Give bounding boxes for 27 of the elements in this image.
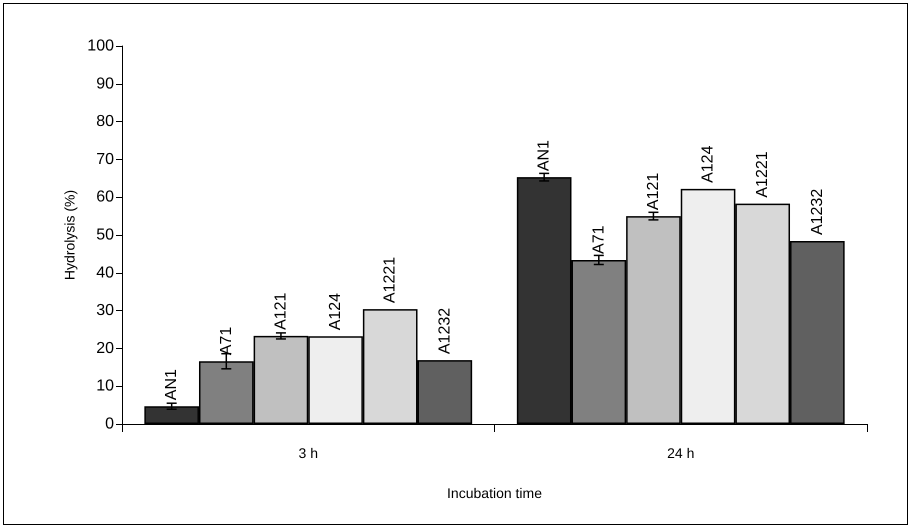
- y-tick-label: 90: [96, 75, 114, 92]
- text: A124: [327, 292, 344, 330]
- text: A1232: [808, 188, 826, 236]
- y-tick-label: 60: [96, 188, 114, 206]
- y-tick-label: 70: [96, 150, 114, 168]
- y-tick-label: 40: [96, 264, 114, 282]
- text: AN1: [163, 369, 180, 400]
- text: A71: [590, 225, 608, 254]
- text: A1232: [436, 308, 454, 354]
- y-tick-label: 10: [96, 378, 114, 395]
- text: A1221: [382, 256, 399, 304]
- y-tick-label: 30: [96, 302, 114, 320]
- y-tick-label: 20: [96, 340, 114, 357]
- x-tick-label: 3 h: [298, 445, 318, 461]
- x-axis-title: Incubation time: [447, 485, 542, 501]
- y-tick-label: 50: [96, 226, 114, 244]
- x-tick-label: 24 h: [667, 445, 694, 461]
- text: A71: [218, 326, 235, 356]
- text: A124: [700, 146, 717, 183]
- text: A121: [644, 172, 662, 210]
- text: AN1: [536, 140, 553, 172]
- text: A121: [272, 292, 290, 330]
- y-tick-label: 0: [105, 416, 114, 432]
- y-tick-label: 100: [87, 38, 114, 54]
- text: A1221: [754, 151, 772, 198]
- y-tick-label: 80: [96, 113, 114, 130]
- y-axis-title: Hydrolysis (%): [61, 190, 78, 280]
